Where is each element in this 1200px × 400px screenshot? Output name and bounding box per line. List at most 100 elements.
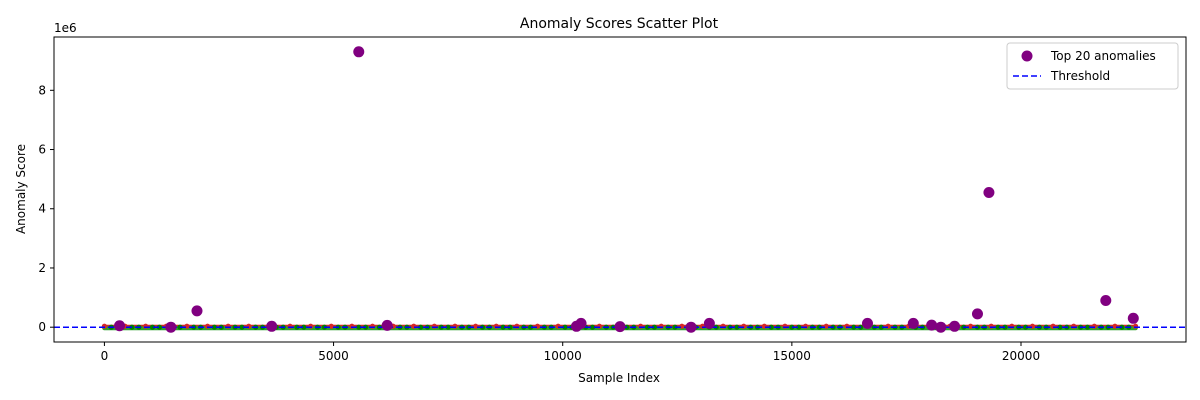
baseline-point [225,323,231,329]
x-tick-label: 0 [101,349,109,363]
baseline-point [844,323,850,329]
baseline-point [287,323,293,329]
anomaly-point [685,321,697,333]
anomaly-point [926,319,938,331]
x-tick-label: 15000 [773,349,811,363]
baseline-point [1057,324,1063,330]
baseline-point [1084,324,1091,330]
x-axis-label: Sample Index [578,371,660,385]
y-tick-label: 4 [38,202,46,216]
baseline-point [184,323,190,329]
baseline-point [555,323,561,329]
baseline-point [734,324,740,330]
anomaly-point [381,319,393,331]
baseline-point [239,324,245,330]
baseline-point [452,323,458,329]
y-tick-label: 6 [38,143,46,157]
anomaly-point [575,317,587,329]
baseline-point [851,324,857,330]
axes: 0 5000 10000 15000 20000 0 2 4 6 8 [38,36,1187,363]
baseline-point [143,323,149,329]
baseline-point [500,324,506,330]
baseline-point [1050,323,1056,329]
baseline-point [101,323,108,329]
anomaly-point [703,317,715,329]
baseline-point [988,323,994,329]
baseline-point [638,323,644,329]
baseline-point [493,323,499,329]
baseline-point [246,323,252,329]
baseline-point [658,323,664,329]
legend-box [1006,42,1179,90]
legend: Top 20 anomalies Threshold [1006,42,1179,90]
x-tick-label: 5000 [318,349,349,363]
baseline-point [204,323,211,329]
y-offset-label: 1e6 [54,21,77,35]
baseline-point [507,324,513,330]
y-tick-label: 8 [38,83,46,97]
baseline-point [301,324,307,330]
baseline-point [878,324,884,330]
baseline-point [294,324,300,330]
anomaly-point [165,321,177,333]
baseline-point [1112,323,1118,329]
baseline-point [741,323,747,329]
chart-title: Anomaly Scores Scatter Plot [520,16,719,32]
baseline-point [995,324,1001,330]
baseline-point [431,323,437,329]
baseline-point [823,323,829,329]
baseline-point [534,323,541,329]
y-axis-label: Anomaly Score [14,144,28,234]
anomaly-point [353,46,365,58]
baseline-point [1071,323,1077,329]
baseline-point [411,323,417,329]
anomaly-point [266,320,278,332]
baseline-point [328,323,334,329]
plot-area [54,46,1186,333]
legend-label-threshold: Threshold [1050,69,1110,83]
baseline-point [528,324,534,330]
anomaly-point [971,308,983,320]
baseline-point [589,324,596,330]
baseline-point [967,323,974,329]
baseline-point [1009,323,1015,329]
anomaly-point [191,305,203,317]
baseline-point [308,323,314,329]
baseline-point [644,324,651,330]
anomaly-point [935,321,947,333]
anomaly-point [861,317,873,329]
baseline-point [768,324,774,330]
baseline-point [349,323,355,329]
baseline-point [514,323,520,329]
baseline-point [720,323,726,329]
baseline-point [156,324,163,330]
baseline-point [885,323,891,329]
baseline-point [445,324,451,330]
baseline-point [356,324,362,330]
baseline-point [211,324,218,330]
anomaly-point [907,317,919,329]
baseline-point [672,324,678,330]
legend-label-anomalies: Top 20 anomalies [1050,49,1156,63]
baseline-point [1091,323,1097,329]
baseline-point [418,324,424,330]
y-tick-label: 2 [38,261,46,275]
anomaly-point [1127,312,1139,324]
baseline-point [679,323,685,329]
legend-marker-anomalies [1021,50,1033,62]
baseline-point [369,323,376,329]
baseline-point [149,324,156,330]
baseline-point [596,323,602,329]
baseline-point [1022,324,1029,330]
baseline-point [761,323,767,329]
y-tick-label: 0 [38,320,46,334]
baseline-point [562,324,568,330]
baseline-point [473,323,479,329]
anomaly-point [949,320,961,332]
anomaly-point [114,320,126,332]
baseline-point [651,324,657,330]
baseline-point [782,323,788,329]
anomaly-point [983,186,995,198]
